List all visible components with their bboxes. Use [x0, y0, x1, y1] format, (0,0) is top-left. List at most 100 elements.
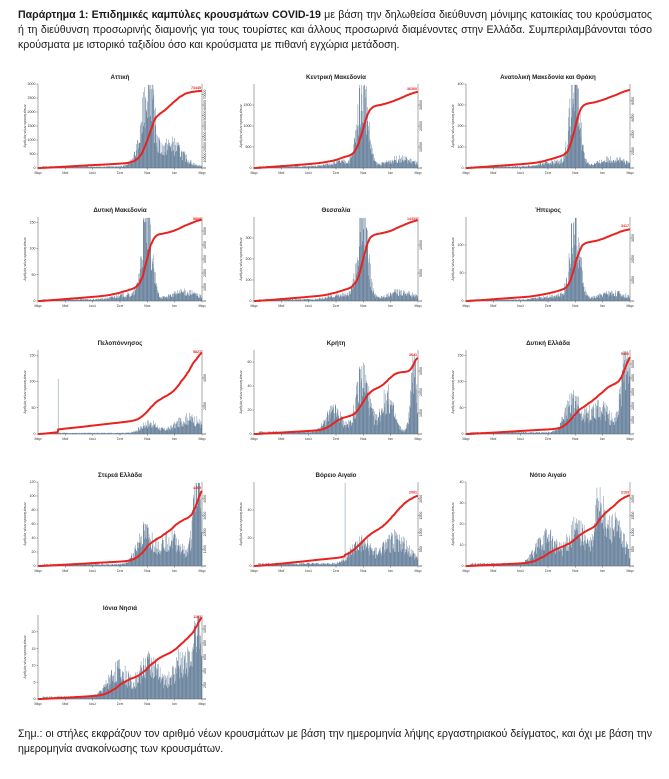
- x-tick-label: Σεπ: [117, 304, 124, 308]
- y2-tick-label: 0: [419, 300, 423, 302]
- bar-series: [466, 350, 630, 434]
- y-tick-label: 0: [462, 432, 464, 436]
- cumulative-total-label: 36300: [407, 87, 417, 91]
- x-tick-label: Μαϊ: [278, 171, 284, 175]
- intro-paragraph: Παράρτημα 1: Επιδημικές καμπύλες κρουσμά…: [18, 8, 652, 53]
- y-axis-label: Αριθμός νέων κρουσμάτων: [23, 237, 27, 280]
- y2-tick-label: 0: [419, 565, 423, 567]
- chart-svg: Βόρειο Αιγαίο Αριθμός νέων κρουσμάτων 0 20 4…: [239, 472, 423, 573]
- y-axis-label: Αριθμός νέων κρουσμάτων: [23, 635, 27, 678]
- x-tick-label: Ιαν: [600, 437, 605, 441]
- y-tick-label: 3000: [28, 82, 36, 86]
- y-tick-label: 0: [250, 299, 252, 303]
- y2-tick-label: 1000: [203, 625, 207, 633]
- x-tick-label: Μαϊ: [490, 171, 496, 175]
- y2-tick-label: 0: [631, 565, 635, 567]
- y-tick-label: 100: [246, 278, 252, 282]
- y2-tick-label: 4000: [203, 241, 207, 249]
- y2-tick-label: 0: [631, 433, 635, 435]
- y2-tick-label: 2000: [203, 269, 207, 277]
- x-tick-label: Μαρ: [198, 569, 205, 573]
- chart-title: Πελοπόννησος: [98, 340, 143, 347]
- chart-svg: Ιόνια Νησιά Αριθμός νέων κρουσμάτων 0 5 10 15…: [23, 605, 207, 706]
- y-tick-label: 100: [458, 380, 464, 384]
- y-tick-label: 100: [458, 145, 464, 149]
- y2-tick-label: 0: [203, 300, 207, 302]
- y-tick-label: 100: [30, 380, 36, 384]
- y2-tick-label: 0: [203, 565, 207, 567]
- cumulative-line: [465, 356, 631, 435]
- chart-title: Ανατολική Μακεδονία και Θράκη: [500, 74, 596, 81]
- x-tick-label: Μαϊ: [62, 304, 68, 308]
- x-tick-label: Νοε: [572, 437, 579, 441]
- y2-tick-label: 1000: [631, 416, 635, 424]
- y2-tick-label: 4000: [631, 130, 635, 138]
- y-tick-label: 150: [30, 220, 36, 224]
- cumulative-line: [465, 494, 631, 567]
- chart-3: Ανατολική Μακεδονία και Θράκη Αριθμός νέω…: [450, 72, 646, 182]
- cumulative-line: [465, 88, 631, 169]
- x-tick-label: Μαρ: [198, 437, 205, 441]
- y-tick-label: 20: [248, 536, 252, 540]
- y2-tick-label: 5000: [631, 360, 635, 368]
- x-tick-label: Μαρ: [414, 569, 421, 573]
- chart-title: Ιόνια Νησιά: [103, 605, 137, 612]
- y-axis-label: Αριθμός νέων κρουσμάτων: [239, 502, 243, 545]
- y2-tick-label: 10000: [419, 142, 423, 152]
- y2-tick-label: 2000: [631, 402, 635, 410]
- y-tick-label: 15: [32, 647, 36, 651]
- y-tick-label: 80: [32, 508, 36, 512]
- chart-svg: Νότιο Αιγαίο Αριθμός νέων κρουσμάτων 0 10 20…: [451, 472, 635, 573]
- appendix-title: Παράρτημα 1: Επιδημικές καμπύλες κρουσμά…: [18, 9, 321, 21]
- x-tick-label: Σεπ: [545, 171, 552, 175]
- x-tick-label: Μαρ: [462, 171, 469, 175]
- chart-title: Βόρειο Αιγαίο: [316, 472, 357, 479]
- y2-tick-label: 500: [419, 546, 423, 552]
- y-tick-label: 200: [458, 124, 464, 128]
- cumulative-line: [37, 351, 203, 435]
- y-tick-label: 1000: [244, 124, 252, 128]
- y-tick-label: 150: [30, 353, 36, 357]
- chart-5: Θεσσαλία Αριθμός νέων κρουσμάτων 0 100 200 30…: [238, 205, 434, 315]
- x-tick-label: Σεπ: [333, 569, 340, 573]
- x-tick-label: Μαρ: [198, 304, 205, 308]
- y-tick-label: 50: [460, 406, 464, 410]
- y2-tick-label: 1000: [631, 276, 635, 284]
- y2-tick-label: 4000: [203, 495, 207, 503]
- cumulative-line: [253, 357, 419, 435]
- x-tick-label: Νοε: [144, 304, 151, 308]
- y-tick-label: 1000: [28, 138, 36, 142]
- x-tick-label: Μαϊ: [278, 569, 284, 573]
- cumulative-total-label: 14433: [407, 217, 417, 221]
- cumulative-line: [253, 494, 419, 567]
- y-axis-label: Αριθμός νέων κρουσμάτων: [451, 104, 455, 147]
- y2-tick-label: 0: [203, 698, 207, 700]
- chart-2: Κεντρική Μακεδονία Αριθμός νέων κρουσμάτω…: [238, 72, 434, 182]
- x-tick-label: Ιουλ: [517, 171, 524, 175]
- y-tick-label: 30: [460, 501, 464, 505]
- y-axis-label: Αριθμός νέων κρουσμάτων: [23, 370, 27, 413]
- y2-tick-label: 40000: [203, 121, 207, 131]
- y2-tick-label: 3000: [203, 512, 207, 520]
- chart-svg: Αττική Αριθμός νέων κρουσμάτων 0 500 1000 150…: [23, 74, 207, 175]
- y2-tick-label: 1000: [203, 545, 207, 553]
- x-tick-label: Σεπ: [117, 171, 124, 175]
- x-tick-label: Ιουλ: [305, 569, 312, 573]
- cumulative-line: [465, 228, 631, 302]
- chart-title: Θεσσαλία: [322, 207, 351, 214]
- y-tick-label: 150: [458, 353, 464, 357]
- y-tick-label: 20: [32, 550, 36, 554]
- y-tick-label: 500: [246, 145, 252, 149]
- x-tick-label: Νοε: [572, 304, 579, 308]
- x-tick-label: Μαϊ: [278, 304, 284, 308]
- x-tick-label: Μαρ: [462, 437, 469, 441]
- x-tick-label: Μαϊ: [278, 437, 284, 441]
- y2-tick-label: 0: [631, 300, 635, 302]
- y-tick-label: 0: [250, 432, 252, 436]
- y2-tick-label: 20000: [203, 142, 207, 152]
- y2-tick-label: 0: [419, 167, 423, 169]
- cumulative-line: [253, 219, 419, 302]
- x-tick-label: Ιουλ: [517, 569, 524, 573]
- x-tick-label: Νοε: [144, 569, 151, 573]
